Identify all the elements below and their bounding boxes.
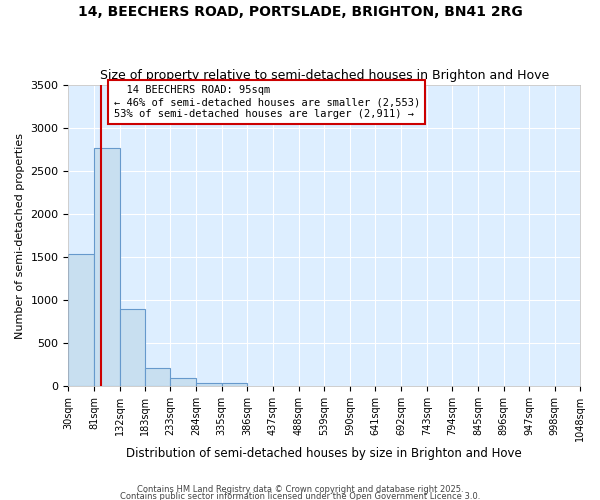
Text: Contains HM Land Registry data © Crown copyright and database right 2025.: Contains HM Land Registry data © Crown c… xyxy=(137,486,463,494)
Bar xyxy=(119,309,145,386)
Title: Size of property relative to semi-detached houses in Brighton and Hove: Size of property relative to semi-detach… xyxy=(100,69,549,82)
Bar xyxy=(221,383,247,386)
Bar xyxy=(170,378,196,386)
Bar xyxy=(145,368,170,386)
Y-axis label: Number of semi-detached properties: Number of semi-detached properties xyxy=(15,132,25,338)
Bar xyxy=(94,148,119,386)
Bar xyxy=(196,383,221,386)
Text: Contains public sector information licensed under the Open Government Licence 3.: Contains public sector information licen… xyxy=(120,492,480,500)
X-axis label: Distribution of semi-detached houses by size in Brighton and Hove: Distribution of semi-detached houses by … xyxy=(127,447,522,460)
Bar xyxy=(68,254,94,386)
Text: 14 BEECHERS ROAD: 95sqm  
← 46% of semi-detached houses are smaller (2,553)
53% : 14 BEECHERS ROAD: 95sqm ← 46% of semi-de… xyxy=(113,86,420,118)
Text: 14, BEECHERS ROAD, PORTSLADE, BRIGHTON, BN41 2RG: 14, BEECHERS ROAD, PORTSLADE, BRIGHTON, … xyxy=(77,5,523,19)
